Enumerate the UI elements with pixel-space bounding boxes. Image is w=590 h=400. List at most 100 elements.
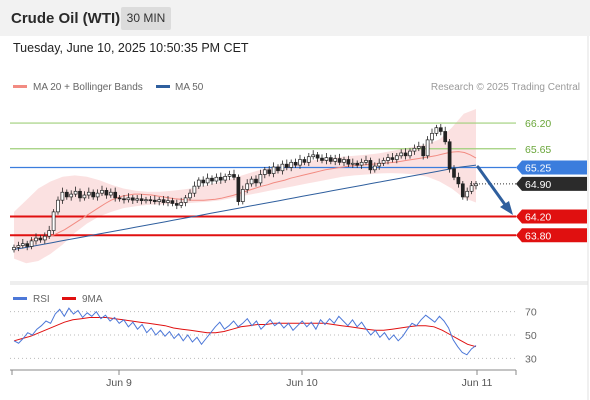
arrow-shaft xyxy=(476,165,508,208)
candle xyxy=(166,195,170,207)
candle xyxy=(201,176,206,187)
candle xyxy=(452,165,456,181)
candle xyxy=(135,195,140,203)
candle xyxy=(117,195,122,202)
candle xyxy=(342,156,346,167)
candle xyxy=(157,196,162,206)
candle xyxy=(421,143,426,160)
candle xyxy=(82,191,87,201)
candle xyxy=(254,175,258,187)
candle xyxy=(408,148,412,159)
legend-ma20-swatch xyxy=(13,85,27,88)
candle xyxy=(69,190,74,201)
candle xyxy=(469,181,474,195)
instrument-title: Crude Oil (WTI) xyxy=(11,10,121,27)
rsi-tick-70: 70 xyxy=(525,307,537,319)
legend-ma50-label: MA 50 xyxy=(175,82,204,93)
bollinger-band xyxy=(14,109,476,264)
candle xyxy=(249,176,254,187)
legend-9ma-swatch xyxy=(62,297,76,300)
candle xyxy=(60,187,65,204)
candle xyxy=(47,225,52,239)
candle xyxy=(460,181,465,200)
timeframe-button[interactable]: 30 MIN xyxy=(121,7,171,30)
candle xyxy=(386,153,390,165)
candle xyxy=(328,154,333,165)
candle xyxy=(267,166,272,177)
level-64-20-tag xyxy=(516,209,587,224)
level-65-25-tag xyxy=(516,160,587,175)
x-tick-label: Jun 11 xyxy=(462,377,493,389)
candle xyxy=(113,187,118,202)
rsi-9ma-line xyxy=(13,317,477,348)
candle xyxy=(390,152,395,163)
candle xyxy=(188,189,192,201)
level-65-65-label: 65.65 xyxy=(525,144,551,156)
candle xyxy=(34,233,38,245)
candle xyxy=(78,188,82,202)
candle xyxy=(223,173,228,183)
candle xyxy=(64,189,69,200)
candle xyxy=(350,158,355,168)
candle xyxy=(355,160,360,168)
candle xyxy=(227,170,232,181)
candle xyxy=(412,144,417,155)
candle xyxy=(262,166,267,179)
candle xyxy=(443,126,448,145)
candle xyxy=(183,195,188,207)
candle xyxy=(152,195,157,205)
x-tick-label: Jun 9 xyxy=(106,377,132,389)
candle xyxy=(130,195,135,204)
candle xyxy=(100,185,104,196)
candle xyxy=(108,188,113,198)
legend-ma50-swatch xyxy=(156,85,170,88)
rsi-line xyxy=(13,307,477,356)
candle xyxy=(289,159,294,172)
candle xyxy=(456,172,461,188)
level-64-20-label: 64.20 xyxy=(525,212,551,224)
candle xyxy=(284,159,289,171)
candle xyxy=(333,154,338,166)
candle xyxy=(42,232,47,244)
candle xyxy=(465,187,470,201)
candle xyxy=(170,197,175,207)
candle xyxy=(148,195,153,204)
ma20-line xyxy=(29,151,477,241)
candle xyxy=(12,244,16,253)
candle xyxy=(276,164,280,174)
candle xyxy=(434,124,439,137)
legend-rsi-label: RSI xyxy=(33,294,50,305)
chart-header: Crude Oil (WTI) 30 MIN xyxy=(0,0,590,36)
candle xyxy=(196,177,201,189)
candle xyxy=(25,240,30,251)
candle xyxy=(346,155,351,167)
candle xyxy=(91,189,96,200)
candle xyxy=(240,185,245,205)
candle xyxy=(122,195,126,204)
price-legend: MA 20 + Bollinger Bands MA 50 xyxy=(13,82,204,93)
candle xyxy=(95,189,100,201)
candle xyxy=(315,152,320,162)
candle xyxy=(73,186,78,197)
candle xyxy=(368,157,373,174)
level-65-25-label: 65.25 xyxy=(525,162,551,174)
candle xyxy=(474,181,478,190)
candle xyxy=(311,150,316,160)
level-64-90-label: 64.90 xyxy=(525,179,551,191)
candle xyxy=(403,148,408,160)
x-tick-label: Jun 10 xyxy=(286,377,318,389)
legend-9ma-label: 9MA xyxy=(82,294,103,305)
research-credit: Research © 2025 Trading Central xyxy=(431,82,580,93)
rsi-tick-30: 30 xyxy=(525,353,537,365)
candle xyxy=(126,193,131,203)
rsi-tick-50: 50 xyxy=(525,330,537,342)
projection-arrow xyxy=(476,165,513,215)
candle xyxy=(236,174,241,206)
candle xyxy=(416,141,421,152)
level-63-80-label: 63.80 xyxy=(525,230,551,242)
candle xyxy=(104,187,109,199)
candle xyxy=(139,194,144,205)
candle xyxy=(144,196,148,204)
candle xyxy=(438,123,443,136)
